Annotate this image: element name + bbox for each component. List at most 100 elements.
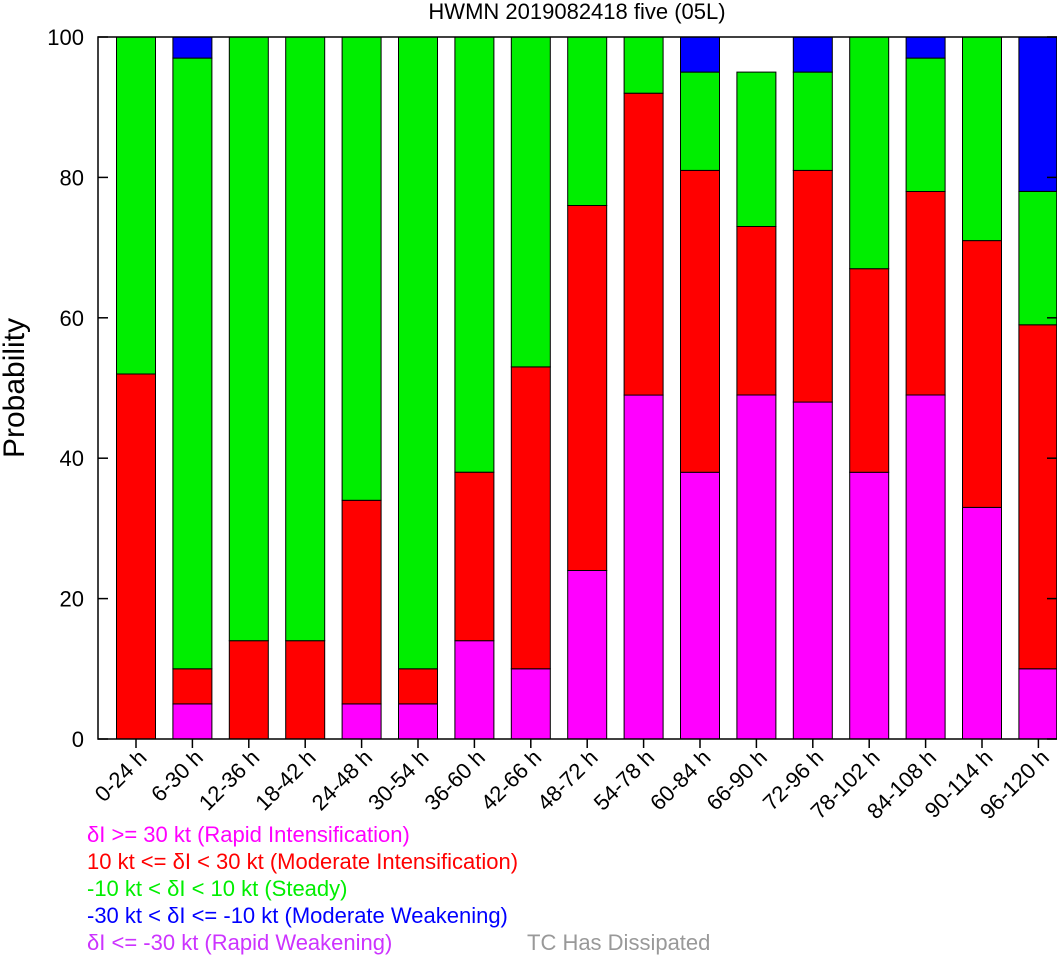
- bar-segment-mw: [1018, 36, 1057, 192]
- bar-segment-ri: [567, 570, 608, 740]
- x-tick-label: 36-60 h: [419, 745, 489, 815]
- bar-segment-mi: [172, 668, 213, 705]
- bar-segment-ri: [792, 401, 833, 740]
- bar-stack-42-66h: [510, 36, 551, 740]
- bar-stacks: [116, 36, 1057, 740]
- x-tick-label: 48-72 h: [532, 745, 602, 815]
- bar-segment-mi: [962, 240, 1002, 508]
- x-tick-label: 0-24 h: [90, 745, 152, 807]
- bar-segment-ri: [962, 506, 1002, 740]
- x-tick-label: 30-54 h: [363, 745, 433, 815]
- bar-segment-st: [905, 57, 946, 192]
- bar-stack-12-36h: [228, 36, 269, 740]
- x-tick-label: 12-36 h: [194, 745, 264, 815]
- bar-segment-st: [623, 36, 664, 94]
- bar-segment-ri: [623, 394, 664, 740]
- y-tick-label: 0: [72, 727, 84, 752]
- bar-stack-96-120h: [1018, 36, 1057, 740]
- bar-segment-mi: [736, 226, 777, 396]
- bar-segment-st: [736, 71, 777, 227]
- legend-rapid-weakening: δI <= -30 kt (Rapid Weakening): [87, 930, 393, 955]
- bar-segment-mi: [228, 640, 269, 740]
- x-tick-label: 60-84 h: [645, 745, 715, 815]
- y-axis: 0 20 40 60 80 100: [47, 25, 1057, 752]
- bar-segment-mw: [172, 36, 213, 59]
- bar-segment-mi: [849, 268, 890, 473]
- bar-segment-mw: [680, 36, 720, 73]
- x-tick-label: 42-66 h: [476, 745, 546, 815]
- bar-segment-ri: [172, 703, 213, 740]
- bar-segment-mi: [623, 92, 664, 396]
- bar-segment-st: [962, 36, 1002, 242]
- bar-segment-st: [1018, 190, 1057, 326]
- bar-stack-30-54h: [398, 36, 438, 740]
- bar-segment-st: [567, 36, 608, 206]
- bar-segment-mi: [1018, 324, 1057, 670]
- bar-segment-mi: [116, 373, 156, 740]
- bar-segment-st: [849, 36, 890, 270]
- bar-segment-ri: [736, 394, 777, 740]
- x-tick-label: 54-78 h: [589, 745, 659, 815]
- legend-rapid-intensification: δI >= 30 kt (Rapid Intensification): [87, 822, 410, 847]
- bar-segment-ri: [849, 471, 890, 740]
- bar-segment-mi: [510, 366, 551, 670]
- bar-stack-90-114h: [962, 36, 1002, 740]
- legend-moderate-weakening: -30 kt < δI <= -10 kt (Moderate Weakenin…: [87, 903, 508, 928]
- bar-segment-ri: [341, 703, 382, 740]
- bar-segment-mi: [680, 169, 720, 473]
- bar-stack-0-24h: [116, 36, 156, 740]
- bar-segment-mi: [341, 499, 382, 705]
- bar-segment-ri: [398, 703, 438, 740]
- bar-segment-mi: [792, 169, 833, 403]
- bar-segment-ri: [454, 640, 495, 740]
- y-tick-label: 60: [60, 306, 84, 331]
- y-tick-label: 80: [60, 165, 84, 190]
- y-tick-label: 100: [47, 25, 84, 50]
- bar-stack-18-42h: [285, 36, 326, 740]
- x-tick-label: 66-90 h: [701, 745, 771, 815]
- bar-segment-ri: [510, 668, 551, 740]
- bar-segment-mi: [398, 668, 438, 705]
- bar-segment-ri: [680, 471, 720, 740]
- bar-segment-st: [285, 36, 326, 642]
- bar-stack-54-78h: [623, 36, 664, 740]
- bar-segment-mi: [905, 190, 946, 396]
- bar-segment-ri: [1018, 668, 1057, 740]
- chart-title: HWMN 2019082418 five (05L): [428, 0, 725, 24]
- bar-stack-84-108h: [905, 36, 946, 740]
- bar-stack-24-48h: [341, 36, 382, 740]
- bar-segment-mi: [285, 640, 326, 740]
- y-tick-label: 40: [60, 446, 84, 471]
- bar-stack-66-90h: [736, 71, 777, 740]
- bar-segment-st: [116, 36, 156, 375]
- x-tick-label: 24-48 h: [307, 745, 377, 815]
- bar-segment-st: [228, 36, 269, 642]
- legend-moderate-intensification: 10 kt <= δI < 30 kt (Moderate Intensific…: [87, 849, 519, 874]
- bar-segment-st: [398, 36, 438, 670]
- bar-segment-st: [454, 36, 495, 473]
- bar-segment-mi: [567, 205, 608, 571]
- bar-segment-ri: [905, 394, 946, 740]
- y-tick-label: 20: [60, 587, 84, 612]
- bar-stack-78-102h: [849, 36, 890, 740]
- bar-stack-6-30h: [172, 36, 213, 740]
- bar-stack-60-84h: [680, 36, 720, 740]
- bar-segment-mw: [792, 36, 833, 73]
- bar-segment-st: [341, 36, 382, 501]
- x-tick-label: 18-42 h: [250, 745, 320, 815]
- bar-segment-st: [680, 71, 720, 171]
- bar-stack-48-72h: [567, 36, 608, 740]
- bar-segment-mi: [454, 471, 495, 642]
- legend-tc-dissipated: TC Has Dissipated: [527, 930, 711, 955]
- y-axis-label: Probability: [0, 318, 31, 458]
- bar-segment-st: [172, 57, 213, 670]
- x-axis: 0-24 h6-30 h12-36 h18-42 h24-48 h30-54 h…: [90, 739, 1054, 824]
- bar-stack-72-96h: [792, 36, 833, 740]
- bar-stack-36-60h: [454, 36, 495, 740]
- bar-segment-mw: [905, 36, 946, 59]
- plot-frame: [97, 36, 1057, 740]
- bar-segment-st: [792, 71, 833, 171]
- legend-steady: -10 kt < δI < 10 kt (Steady): [87, 876, 348, 901]
- bar-segment-st: [510, 36, 551, 368]
